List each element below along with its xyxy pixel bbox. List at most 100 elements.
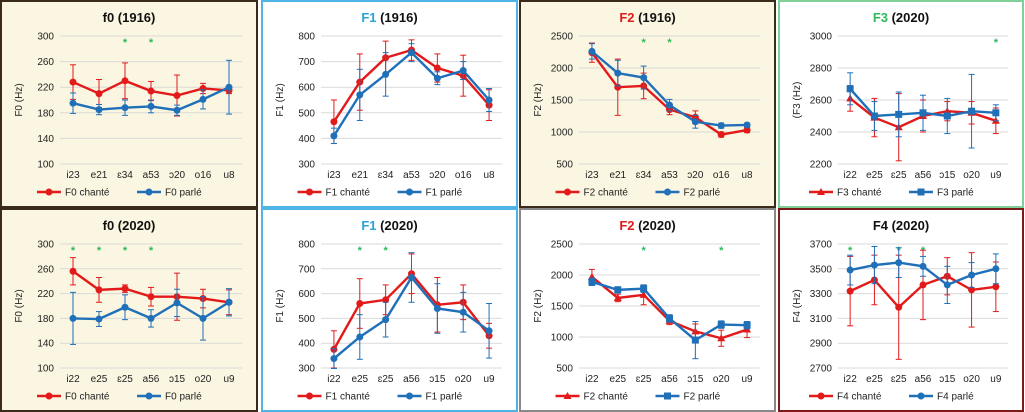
x-tick-label: o20 bbox=[195, 374, 212, 385]
data-point bbox=[895, 303, 903, 311]
y-tick-label: 2400 bbox=[810, 128, 833, 139]
legend-label: F3 parlé bbox=[937, 188, 974, 199]
data-point bbox=[639, 290, 648, 298]
data-point bbox=[919, 281, 927, 289]
data-point bbox=[743, 321, 751, 329]
y-tick-label: 1000 bbox=[551, 128, 574, 139]
series-parle bbox=[69, 59, 233, 116]
chart-title: F3 (2020) bbox=[873, 10, 929, 25]
chart-title-year: (2020) bbox=[114, 218, 155, 233]
data-point bbox=[968, 286, 976, 294]
significance-star: * bbox=[97, 245, 102, 257]
legend-label: F0 chanté bbox=[65, 392, 110, 403]
legend-item-parle: F0 parlé bbox=[137, 392, 202, 403]
data-point bbox=[95, 315, 103, 323]
data-point bbox=[992, 283, 1000, 291]
x-tick-label: ɛ25 bbox=[891, 170, 907, 181]
y-tick-label: 500 bbox=[298, 108, 315, 119]
significance-star: * bbox=[384, 245, 389, 257]
legend-item-parle: F2 parlé bbox=[655, 188, 721, 199]
legend-label: F4 parlé bbox=[937, 392, 974, 403]
y-tick-label: 2500 bbox=[551, 240, 574, 251]
data-point bbox=[433, 74, 441, 82]
chart-title: F2 (1916) bbox=[619, 10, 675, 25]
legend-label: F4 chanté bbox=[837, 392, 882, 403]
data-point bbox=[69, 314, 77, 322]
data-point bbox=[919, 109, 927, 117]
x-tick-label: a56 bbox=[915, 374, 932, 385]
y-tick-label: 100 bbox=[37, 364, 54, 375]
significance-star: * bbox=[123, 37, 128, 49]
data-point bbox=[870, 112, 878, 120]
data-point bbox=[459, 308, 467, 316]
data-point bbox=[408, 49, 415, 57]
data-point bbox=[225, 83, 233, 91]
legend-marker bbox=[664, 188, 671, 196]
x-tick-label: i22 bbox=[843, 374, 857, 385]
chart-title-main: F1 bbox=[361, 10, 376, 25]
data-point bbox=[330, 132, 338, 140]
y-tick-label: 2200 bbox=[810, 160, 833, 171]
legend-marker bbox=[917, 188, 925, 196]
y-axis-label: F0 (Hz) bbox=[14, 289, 25, 322]
x-tick-label: i22 bbox=[843, 170, 857, 181]
chart-panel: F2 (2020) 500 1000 1500 2000 2500 F2 (Hz) i22 e2… bbox=[519, 208, 776, 412]
data-point bbox=[121, 104, 129, 112]
legend-marker bbox=[563, 392, 572, 399]
data-point bbox=[613, 293, 622, 301]
legend-item-parle: F2 parlé bbox=[655, 392, 721, 403]
significance-star: * bbox=[71, 245, 76, 257]
x-tick-label: u8 bbox=[742, 170, 754, 181]
data-point bbox=[147, 87, 155, 95]
legend-marker bbox=[145, 188, 153, 196]
x-tick-label: ɔ15 bbox=[939, 374, 956, 385]
y-tick-label: 2900 bbox=[810, 339, 833, 350]
legend-marker bbox=[145, 392, 153, 400]
legend-item-chante: F4 chanté bbox=[809, 392, 882, 403]
data-point bbox=[356, 300, 364, 308]
series-parle bbox=[69, 288, 233, 345]
y-tick-label: 140 bbox=[37, 339, 54, 350]
y-tick-label: 2000 bbox=[551, 271, 574, 282]
y-tick-label: 100 bbox=[37, 160, 54, 171]
x-tick-label: a56 bbox=[661, 374, 678, 385]
y-tick-label: 2700 bbox=[810, 364, 833, 375]
data-point bbox=[992, 109, 1000, 117]
y-tick-label: 3100 bbox=[810, 314, 833, 325]
x-tick-label: o16 bbox=[455, 170, 472, 181]
x-tick-label: ɛ25 bbox=[378, 374, 394, 385]
chart-title-main: F4 bbox=[873, 218, 889, 233]
data-point bbox=[870, 261, 878, 269]
y-axis-label: F1 (Hz) bbox=[275, 289, 286, 322]
x-tick-label: i22 bbox=[327, 374, 341, 385]
legend-label: F2 parlé bbox=[684, 188, 721, 199]
x-tick-label: ɔ15 bbox=[939, 170, 956, 181]
chart-title-year: (2020) bbox=[888, 218, 929, 233]
y-tick-label: 500 bbox=[298, 314, 315, 325]
data-point bbox=[199, 95, 207, 103]
data-point bbox=[173, 299, 181, 307]
data-point bbox=[382, 70, 390, 78]
data-point bbox=[121, 77, 129, 85]
x-tick-label: u9 bbox=[990, 170, 1002, 181]
y-tick-label: 2800 bbox=[810, 64, 833, 75]
data-point bbox=[225, 298, 233, 306]
x-tick-label: o20 bbox=[963, 170, 980, 181]
significance-star: * bbox=[358, 245, 363, 257]
data-point bbox=[173, 106, 181, 114]
data-point bbox=[147, 102, 155, 110]
legend-item-chante: F3 chanté bbox=[809, 188, 882, 199]
chart-svg: f0 (2020) 100 140 180 220 260 300 F0 (Hz) i22 e25… bbox=[14, 218, 242, 403]
x-tick-label: i23 bbox=[585, 170, 599, 181]
y-tick-label: 300 bbox=[37, 32, 54, 43]
data-point bbox=[199, 314, 207, 322]
y-tick-label: 180 bbox=[37, 108, 54, 119]
x-tick-label: ɔ20 bbox=[687, 170, 704, 181]
y-tick-label: 600 bbox=[298, 289, 315, 300]
data-point bbox=[69, 267, 77, 275]
chart-title-main: f0 bbox=[103, 218, 115, 233]
x-tick-label: e21 bbox=[609, 170, 626, 181]
data-point bbox=[147, 314, 155, 322]
x-tick-label: ɛ34 bbox=[378, 170, 394, 181]
legend-item-chante: F1 chanté bbox=[297, 188, 370, 199]
